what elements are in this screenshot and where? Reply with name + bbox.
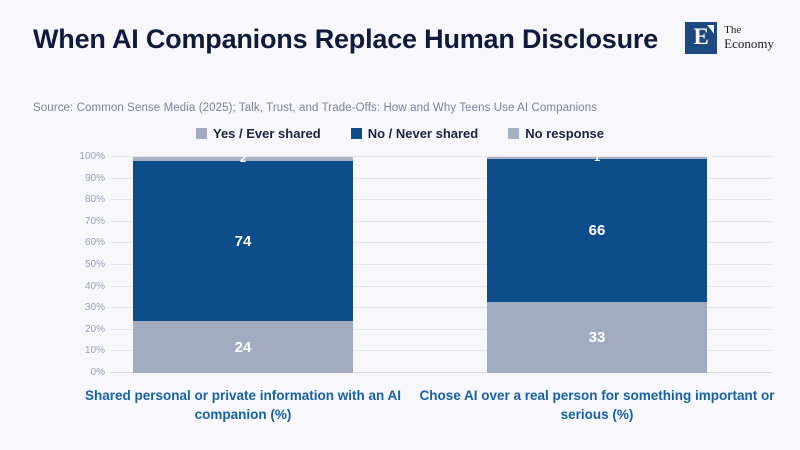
legend: Yes / Ever shared No / Never shared No res…	[0, 126, 800, 141]
bar-segment: 24	[133, 321, 353, 373]
legend-item: No / Never shared	[350, 126, 479, 141]
legend-swatch-icon	[350, 128, 362, 139]
bars: 24 74 2 33 66 1	[110, 152, 772, 373]
y-tick-label: 40%	[84, 280, 105, 292]
legend-label: Yes / Ever shared	[213, 126, 321, 141]
legend-item: No response	[508, 126, 604, 141]
y-axis: 0% 10% 20% 30% 40% 50% 60% 70% 80% 90% 100%	[0, 152, 105, 378]
bar-value-label: 74	[234, 232, 252, 250]
legend-swatch-icon	[196, 128, 207, 139]
bar-value-label: 2	[239, 152, 247, 165]
brand-logo-mark: E	[685, 22, 718, 54]
y-tick-label: 70%	[84, 215, 105, 227]
gridline	[110, 285, 772, 287]
bar-segment: 33	[487, 301, 707, 373]
bar-value-label: 1	[593, 151, 601, 164]
gridline	[110, 372, 772, 373]
y-tick-label: 100%	[79, 151, 105, 162]
bar-value-label: 66	[588, 221, 606, 239]
brand-logo-text: The Economy	[724, 25, 774, 50]
y-tick-label: 90%	[84, 172, 105, 184]
page-title: When AI Companions Replace Human Disclos…	[33, 24, 659, 54]
legend-item: Yes / Ever shared	[196, 126, 321, 141]
gridline	[110, 220, 772, 222]
y-tick-label: 80%	[84, 194, 105, 206]
y-tick-label: 50%	[84, 259, 105, 270]
y-tick-label: 30%	[84, 302, 105, 314]
gridline	[110, 177, 772, 179]
logo-text-line1: The	[724, 24, 742, 37]
y-tick-label: 0%	[90, 367, 105, 378]
plot-area: 24 74 2 33 66 1	[110, 152, 772, 373]
y-tick-label: 20%	[84, 323, 105, 335]
stacked-bar: 33 66 1	[487, 152, 707, 373]
gridline	[110, 264, 772, 265]
bar-segment: 66	[487, 159, 707, 302]
legend-swatch-icon	[508, 128, 520, 139]
y-tick-label: 60%	[84, 237, 105, 249]
bar-segment: 1	[487, 152, 707, 163]
bar-value-label: 24	[234, 338, 252, 356]
y-tick-label: 10%	[84, 345, 105, 357]
bar-segment: 2	[133, 153, 353, 164]
gridline	[110, 307, 772, 309]
gridline	[110, 199, 772, 201]
legend-label: No / Never shared	[367, 126, 479, 141]
category-label-left: Shared personal or private information w…	[84, 388, 402, 422]
stacked-bar: 24 74 2	[133, 153, 353, 373]
bar-value-label: 33	[588, 328, 606, 346]
category-label-right: Chose AI over a real person for somethin…	[419, 388, 775, 422]
logo-text-line2: Economy	[724, 35, 774, 51]
gridline	[110, 328, 772, 330]
brand-logo: E The Economy	[685, 22, 774, 54]
bar-segment: 74	[133, 161, 353, 322]
legend-label: No response	[525, 126, 604, 141]
logo-letter: E	[693, 24, 709, 49]
gridline	[110, 350, 772, 352]
gridline	[110, 156, 772, 157]
source-note: Source: Common Sense Media (2025); Talk,…	[33, 102, 598, 114]
gridline	[110, 242, 772, 244]
quote-mark-icon	[707, 25, 715, 34]
